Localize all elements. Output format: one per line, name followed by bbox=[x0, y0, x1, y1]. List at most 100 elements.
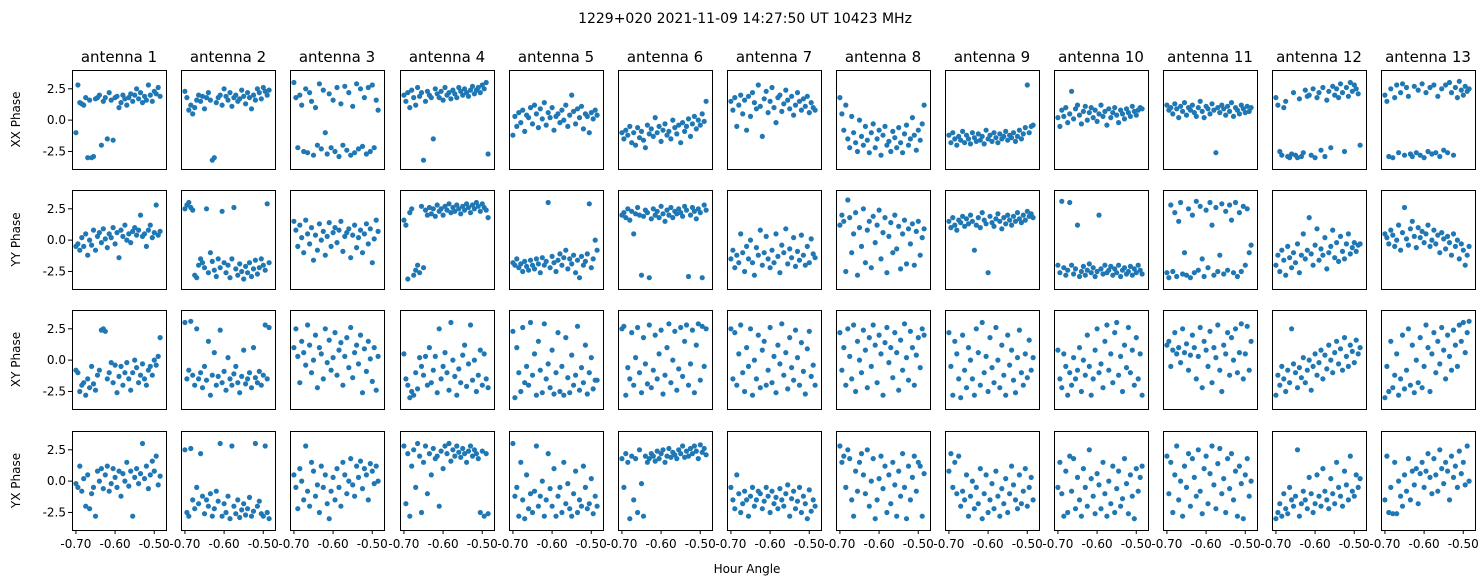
data-point bbox=[157, 335, 163, 341]
data-point bbox=[590, 256, 596, 262]
data-point bbox=[1441, 147, 1447, 153]
data-point bbox=[1283, 388, 1289, 395]
data-point bbox=[1322, 488, 1328, 494]
data-point bbox=[1125, 268, 1131, 275]
data-point bbox=[145, 486, 151, 492]
data-point bbox=[1353, 337, 1359, 343]
data-point bbox=[1320, 252, 1326, 258]
data-point bbox=[1096, 370, 1102, 376]
data-point bbox=[122, 478, 128, 484]
data-point bbox=[1401, 204, 1408, 211]
data-point bbox=[1312, 155, 1318, 161]
data-point bbox=[363, 472, 369, 478]
data-point bbox=[658, 203, 664, 209]
data-point bbox=[1209, 101, 1215, 107]
data-point bbox=[973, 138, 979, 144]
data-point bbox=[683, 322, 690, 328]
data-point bbox=[962, 497, 968, 503]
panel-frame bbox=[618, 310, 713, 410]
data-point bbox=[235, 497, 241, 503]
x-tick-label: -0.50 bbox=[1121, 537, 1152, 551]
data-point bbox=[1217, 445, 1223, 452]
data-point bbox=[440, 363, 446, 369]
data-point bbox=[1195, 447, 1201, 453]
data-point bbox=[1030, 122, 1036, 128]
data-point bbox=[1384, 453, 1390, 459]
data-point bbox=[1084, 117, 1090, 123]
data-point bbox=[1018, 220, 1024, 226]
data-point bbox=[1063, 272, 1069, 278]
data-point bbox=[880, 486, 886, 492]
data-point bbox=[128, 387, 134, 393]
data-point bbox=[320, 484, 326, 490]
data-point bbox=[357, 332, 364, 338]
data-point bbox=[999, 226, 1005, 232]
data-point bbox=[854, 338, 861, 344]
data-point bbox=[316, 345, 322, 351]
data-point bbox=[262, 322, 268, 328]
data-point bbox=[338, 340, 344, 346]
data-point bbox=[188, 318, 194, 324]
data-point bbox=[1055, 262, 1061, 268]
data-point bbox=[448, 96, 454, 102]
data-point bbox=[798, 107, 805, 113]
data-point bbox=[1168, 105, 1174, 111]
data-point bbox=[130, 513, 136, 519]
data-point bbox=[231, 204, 237, 211]
data-point bbox=[1384, 363, 1390, 369]
data-point bbox=[841, 127, 847, 133]
data-point bbox=[1215, 268, 1221, 275]
data-point bbox=[444, 207, 450, 213]
data-point bbox=[952, 222, 958, 228]
data-point bbox=[1133, 466, 1139, 472]
data-point bbox=[1227, 108, 1233, 114]
data-point bbox=[975, 501, 981, 507]
data-point bbox=[680, 213, 686, 219]
data-point bbox=[1248, 242, 1254, 248]
data-point bbox=[806, 487, 812, 493]
data-point bbox=[1055, 115, 1061, 121]
data-point bbox=[810, 362, 816, 368]
data-point bbox=[1347, 453, 1353, 459]
data-point bbox=[354, 342, 360, 348]
data-point bbox=[411, 447, 417, 453]
data-point bbox=[967, 141, 974, 147]
panel-frame bbox=[836, 310, 931, 410]
data-point bbox=[102, 472, 108, 478]
data-point bbox=[417, 453, 423, 459]
data-point bbox=[693, 342, 699, 348]
data-point bbox=[1090, 376, 1096, 382]
data-point bbox=[648, 216, 654, 222]
data-point bbox=[557, 120, 563, 126]
data-point bbox=[876, 127, 882, 133]
data-point bbox=[670, 215, 676, 221]
data-point bbox=[252, 375, 258, 381]
data-point bbox=[196, 376, 202, 382]
data-point bbox=[1057, 376, 1063, 382]
data-point bbox=[1384, 235, 1390, 241]
data-point bbox=[728, 256, 734, 262]
data-point bbox=[983, 353, 989, 359]
data-point bbox=[1223, 351, 1229, 357]
data-point bbox=[342, 353, 348, 359]
y-tick-label: 0.0 bbox=[47, 474, 66, 488]
data-point bbox=[648, 385, 654, 391]
data-point bbox=[1001, 501, 1007, 507]
panel-frame bbox=[72, 310, 167, 410]
data-point bbox=[1014, 210, 1021, 216]
data-point bbox=[1466, 318, 1472, 324]
data-point bbox=[1308, 152, 1314, 158]
data-point bbox=[860, 206, 867, 212]
data-point bbox=[559, 107, 565, 113]
data-point bbox=[666, 128, 672, 134]
data-point bbox=[1339, 248, 1346, 254]
data-point bbox=[369, 82, 375, 88]
data-point bbox=[1016, 127, 1023, 133]
x-tick-label: -0.50 bbox=[576, 537, 607, 551]
data-point bbox=[1195, 267, 1201, 273]
data-point bbox=[864, 227, 870, 233]
data-point bbox=[802, 262, 808, 268]
data-point bbox=[537, 106, 543, 112]
x-tick-label: -0.50 bbox=[1230, 537, 1261, 551]
data-point bbox=[896, 387, 902, 393]
